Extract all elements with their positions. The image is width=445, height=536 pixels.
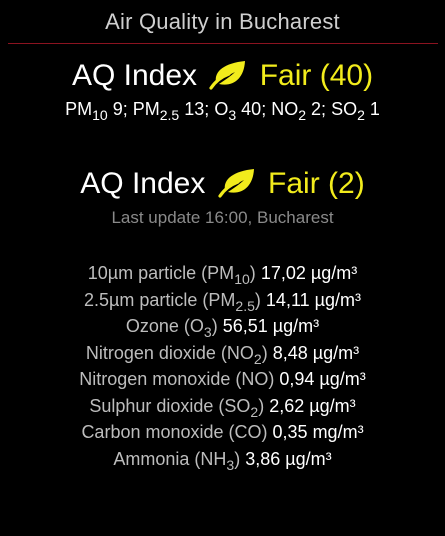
summary-subscript: 2 (357, 106, 365, 123)
summary-item: SO2 1 (331, 99, 380, 122)
forecast-aq-index: AQ Index Fair (2) (0, 166, 445, 202)
pollutant-value: 56,51 µg/m³ (222, 316, 320, 336)
pollutant-name-end: ) (234, 448, 241, 469)
pollutant-subscript: 10 (234, 270, 250, 287)
pollutant-name-text: Carbon monoxide (CO) (81, 422, 268, 442)
aq-index-label: AQ Index (80, 167, 206, 200)
pollutant-name: Nitrogen monoxide (NO) (79, 369, 274, 389)
pollutant-name: 2.5µm particle (PM2.5) (83, 289, 261, 314)
pollutant-name-text: 2.5µm particle (PM (83, 289, 236, 310)
pollutant-value: 3,86 µg/m³ (245, 448, 332, 469)
header: Air Quality in Bucharest (0, 0, 445, 45)
summary-subscript: 2 (298, 106, 307, 123)
summary-subscript: 3 (228, 106, 237, 123)
pollutant-value: 2,62 µg/m³ (269, 395, 356, 416)
list-item: Ammonia (NH3) 3,86 µg/m³ (0, 446, 445, 473)
pollutant-value: 17,02 µg/m³ (260, 263, 358, 283)
pollutant-name: Carbon monoxide (CO) (81, 422, 267, 442)
pollutant-name: Ozone (O3) (125, 316, 218, 339)
pollutant-name-end: ) (211, 316, 218, 336)
summary-item: NO2 2; (271, 99, 332, 123)
pollutant-value: 14,11 µg/m³ (265, 289, 362, 310)
summary-name: PM (65, 99, 93, 119)
pollutant-name-text: 10µm particle (PM (87, 263, 235, 283)
summary-name: SO (331, 99, 358, 119)
pollutant-name-text: Nitrogen monoxide (NO) (79, 369, 275, 389)
pollutant-subscript: 2.5 (235, 297, 255, 314)
pollutant-name-end: ) (258, 395, 265, 416)
summary-name: NO (271, 99, 299, 119)
pollutant-value: 0,94 µg/m³ (279, 369, 366, 389)
list-item: 2.5µm particle (PM2.5) 14,11 µg/m³ (0, 287, 445, 314)
pollutant-name-text: Ammonia (NH (113, 448, 227, 469)
summary-item: O3 40; (214, 99, 272, 123)
pollutant-name: Nitrogen dioxide (NO2) (85, 342, 268, 367)
summary-item: PM10 9; (65, 99, 133, 123)
list-item: 10µm particle (PM10) 17,02 µg/m³ (0, 260, 445, 287)
summary-value: 13 (184, 99, 205, 119)
aq-status: Fair (40) (259, 59, 374, 92)
summary-item: PM2.5 13; (132, 99, 215, 123)
summary-name: PM (132, 99, 160, 119)
pollutant-name: 10µm particle (PM10) (87, 263, 256, 286)
pollutant-detail-list: 10µm particle (PM10) 17,02 µg/m³ 2.5µm pa… (0, 260, 445, 472)
pollutant-subscript: 3 (203, 323, 212, 340)
leaf-icon (209, 61, 246, 90)
summary-value: 2 (311, 99, 322, 119)
summary-value: 9 (112, 99, 123, 119)
pollutant-subscript: 3 (226, 456, 235, 473)
pollutant-name-end: ) (254, 289, 261, 310)
list-item: Sulphur dioxide (SO2) 2,62 µg/m³ (0, 393, 445, 420)
pollutant-name: Ammonia (NH3) (113, 448, 241, 473)
summary-subscript: 10 (92, 106, 108, 123)
pollutant-name-text: Sulphur dioxide (SO (89, 395, 251, 416)
current-aq-index: AQ Index Fair (40) (0, 58, 445, 94)
aq-status: Fair (2) (268, 167, 365, 200)
aq-index-label: AQ Index (71, 59, 198, 92)
last-update: Last update 16:00, Bucharest (111, 208, 334, 227)
pollutant-name-text: Ozone (O (125, 316, 204, 336)
header-divider (8, 43, 438, 44)
list-item: Nitrogen monoxide (NO) 0,94 µg/m³ (0, 366, 445, 393)
pollutant-value: 8,48 µg/m³ (272, 342, 360, 363)
list-item: Ozone (O3) 56,51 µg/m³ (0, 313, 445, 340)
pollutant-value: 0,35 mg/m³ (272, 422, 364, 442)
summary-subscript: 2.5 (159, 106, 180, 123)
summary-name: O (214, 99, 229, 119)
list-item: Carbon monoxide (CO) 0,35 mg/m³ (0, 419, 445, 446)
pollutant-name-text: Nitrogen dioxide (NO (85, 342, 254, 363)
pollutant-summary: PM10 9; PM2.5 13; O3 40; NO2 2; SO2 1 (0, 97, 445, 123)
page-title: Air Quality in Bucharest (105, 9, 340, 34)
pollutant-name-end: ) (261, 342, 268, 363)
summary-value: 40 (241, 99, 262, 119)
pollutant-name-end: ) (249, 263, 256, 283)
pollutant-name: Sulphur dioxide (SO2) (89, 395, 265, 420)
summary-value: 1 (369, 99, 380, 119)
list-item: Nitrogen dioxide (NO2) 8,48 µg/m³ (0, 340, 445, 367)
leaf-icon (218, 169, 254, 198)
pollutant-subscript: 2 (253, 350, 262, 367)
pollutant-subscript: 2 (250, 403, 259, 420)
